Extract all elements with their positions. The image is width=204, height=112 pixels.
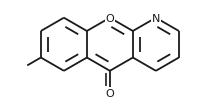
Text: O: O [105,14,114,24]
Text: N: N [152,14,160,24]
Text: O: O [105,88,114,98]
